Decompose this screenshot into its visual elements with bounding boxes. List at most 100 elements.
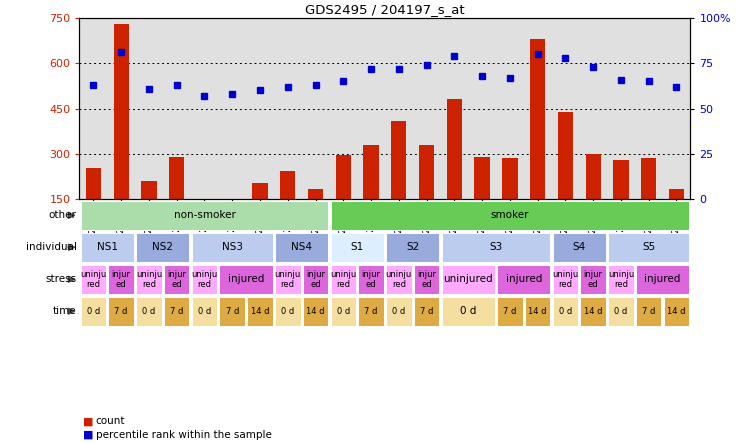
FancyBboxPatch shape <box>302 265 328 294</box>
Text: ■: ■ <box>83 416 93 426</box>
Text: 0 d: 0 d <box>336 307 350 316</box>
Text: percentile rank within the sample: percentile rank within the sample <box>96 430 272 440</box>
Text: uninju
red: uninju red <box>386 270 412 289</box>
FancyBboxPatch shape <box>164 297 189 326</box>
FancyBboxPatch shape <box>191 233 273 262</box>
Text: 14 d: 14 d <box>528 307 547 316</box>
FancyBboxPatch shape <box>414 297 439 326</box>
FancyBboxPatch shape <box>358 265 383 294</box>
Bar <box>586 154 601 199</box>
Text: 0 d: 0 d <box>392 307 406 316</box>
Text: injur
ed: injur ed <box>306 270 325 289</box>
FancyBboxPatch shape <box>275 233 328 262</box>
Text: injur
ed: injur ed <box>167 270 186 289</box>
Text: individual: individual <box>26 242 77 252</box>
Text: 0 d: 0 d <box>615 307 628 316</box>
Text: NS3: NS3 <box>222 242 243 252</box>
FancyBboxPatch shape <box>636 297 662 326</box>
Text: injured: injured <box>506 274 542 284</box>
Text: 7 d: 7 d <box>420 307 434 316</box>
Text: 0 d: 0 d <box>281 307 294 316</box>
Bar <box>558 111 573 199</box>
Text: 7 d: 7 d <box>642 307 655 316</box>
Text: uninju
red: uninju red <box>80 270 107 289</box>
Bar <box>613 160 629 199</box>
FancyBboxPatch shape <box>497 265 551 294</box>
Text: injur
ed: injur ed <box>417 270 436 289</box>
Bar <box>447 99 462 199</box>
Text: injured: injured <box>228 274 264 284</box>
FancyBboxPatch shape <box>525 297 551 326</box>
Text: 14 d: 14 d <box>251 307 269 316</box>
Text: NS2: NS2 <box>152 242 173 252</box>
Bar <box>336 155 351 199</box>
Text: 14 d: 14 d <box>584 307 603 316</box>
FancyBboxPatch shape <box>191 265 217 294</box>
Text: 14 d: 14 d <box>306 307 325 316</box>
FancyBboxPatch shape <box>581 297 606 326</box>
Bar <box>391 121 406 199</box>
Bar <box>169 157 184 199</box>
FancyBboxPatch shape <box>108 297 134 326</box>
Text: injur
ed: injur ed <box>361 270 381 289</box>
FancyBboxPatch shape <box>636 265 689 294</box>
FancyBboxPatch shape <box>81 201 328 230</box>
Text: stress: stress <box>46 274 77 284</box>
Text: 0 d: 0 d <box>460 306 476 316</box>
Bar <box>224 199 240 206</box>
Text: uninju
red: uninju red <box>552 270 578 289</box>
Text: S5: S5 <box>642 242 655 252</box>
Text: uninju
red: uninju red <box>191 270 218 289</box>
Text: count: count <box>96 416 125 426</box>
FancyBboxPatch shape <box>164 265 189 294</box>
Text: uninju
red: uninju red <box>275 270 301 289</box>
FancyBboxPatch shape <box>81 233 134 262</box>
Text: S2: S2 <box>406 242 420 252</box>
Text: uninju
red: uninju red <box>608 270 634 289</box>
Bar <box>85 167 101 199</box>
Text: 7 d: 7 d <box>364 307 378 316</box>
FancyBboxPatch shape <box>442 297 495 326</box>
Bar <box>113 24 129 199</box>
Text: non-smoker: non-smoker <box>174 210 236 220</box>
FancyBboxPatch shape <box>608 265 634 294</box>
Bar <box>308 189 323 199</box>
Bar <box>364 145 379 199</box>
Text: S1: S1 <box>350 242 364 252</box>
Text: uninju
red: uninju red <box>135 270 162 289</box>
FancyBboxPatch shape <box>108 265 134 294</box>
FancyBboxPatch shape <box>136 265 162 294</box>
Text: smoker: smoker <box>491 210 529 220</box>
Text: 7 d: 7 d <box>503 307 517 316</box>
Bar <box>641 159 657 199</box>
FancyBboxPatch shape <box>81 297 106 326</box>
FancyBboxPatch shape <box>664 297 689 326</box>
FancyBboxPatch shape <box>219 265 273 294</box>
Text: NS1: NS1 <box>96 242 118 252</box>
FancyBboxPatch shape <box>247 297 273 326</box>
FancyBboxPatch shape <box>553 233 606 262</box>
Text: 0 d: 0 d <box>87 307 100 316</box>
Text: S3: S3 <box>489 242 503 252</box>
Text: GDS2495 / 204197_s_at: GDS2495 / 204197_s_at <box>305 3 464 16</box>
FancyBboxPatch shape <box>553 297 578 326</box>
FancyBboxPatch shape <box>136 297 162 326</box>
Text: NS4: NS4 <box>291 242 312 252</box>
Bar <box>669 189 684 199</box>
FancyBboxPatch shape <box>386 297 411 326</box>
FancyBboxPatch shape <box>608 233 689 262</box>
FancyBboxPatch shape <box>386 265 411 294</box>
FancyBboxPatch shape <box>275 297 300 326</box>
Bar <box>530 39 545 199</box>
Text: 0 d: 0 d <box>559 307 572 316</box>
FancyBboxPatch shape <box>442 265 495 294</box>
FancyBboxPatch shape <box>358 297 383 326</box>
FancyBboxPatch shape <box>191 297 217 326</box>
FancyBboxPatch shape <box>219 297 245 326</box>
FancyBboxPatch shape <box>386 233 439 262</box>
Bar <box>252 183 268 199</box>
FancyBboxPatch shape <box>275 265 300 294</box>
FancyBboxPatch shape <box>608 297 634 326</box>
FancyBboxPatch shape <box>330 201 689 230</box>
Text: injur
ed: injur ed <box>584 270 603 289</box>
